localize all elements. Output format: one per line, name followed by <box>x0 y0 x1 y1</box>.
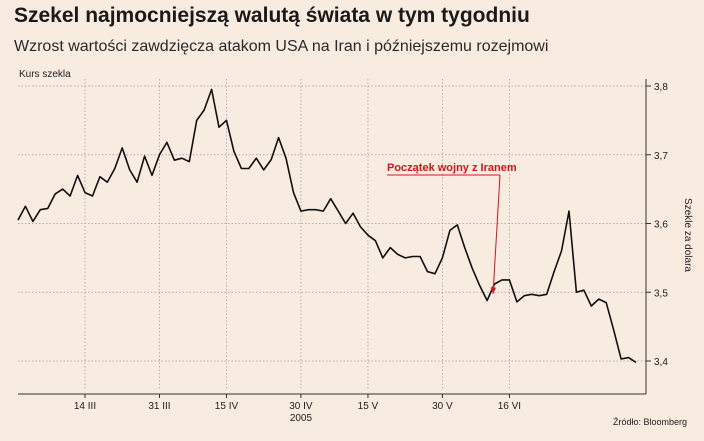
x-tick-label: 15 IV <box>215 401 239 412</box>
unit-label: Kurs szekla <box>19 69 71 80</box>
annotation-pointer <box>492 174 501 294</box>
y-tick-label: 3,4 <box>654 357 668 368</box>
y-tick-label: 3,5 <box>654 288 668 299</box>
chart-title: Szekel najmocniejszą walutą świata w tym… <box>14 4 530 27</box>
y-axis-title: Szekle za dolara <box>682 198 693 272</box>
y-tick-label: 3,7 <box>654 151 668 162</box>
x-tick-label: 31 III <box>148 401 170 412</box>
source-note: Źródło: Bloomberg <box>612 417 687 427</box>
x-tick-label: 16 VI <box>498 401 521 412</box>
x-tick-label: 14 III <box>74 401 96 412</box>
annotation-label: Początek wojny z Iranem <box>387 162 517 174</box>
x-year-label: 2005 <box>290 413 313 424</box>
chart-subtitle: Wzrost wartości zawdzięcza atakom USA na… <box>14 38 549 55</box>
x-tick-label: 30 V <box>432 401 453 412</box>
y-tick-label: 3,6 <box>654 220 668 231</box>
x-tick-label: 30 IV <box>289 401 313 412</box>
x-tick-label: 15 V <box>358 401 379 412</box>
annotation-arrowhead <box>490 287 497 294</box>
y-tick-label: 3,8 <box>654 82 668 93</box>
series-line <box>17 88 637 364</box>
